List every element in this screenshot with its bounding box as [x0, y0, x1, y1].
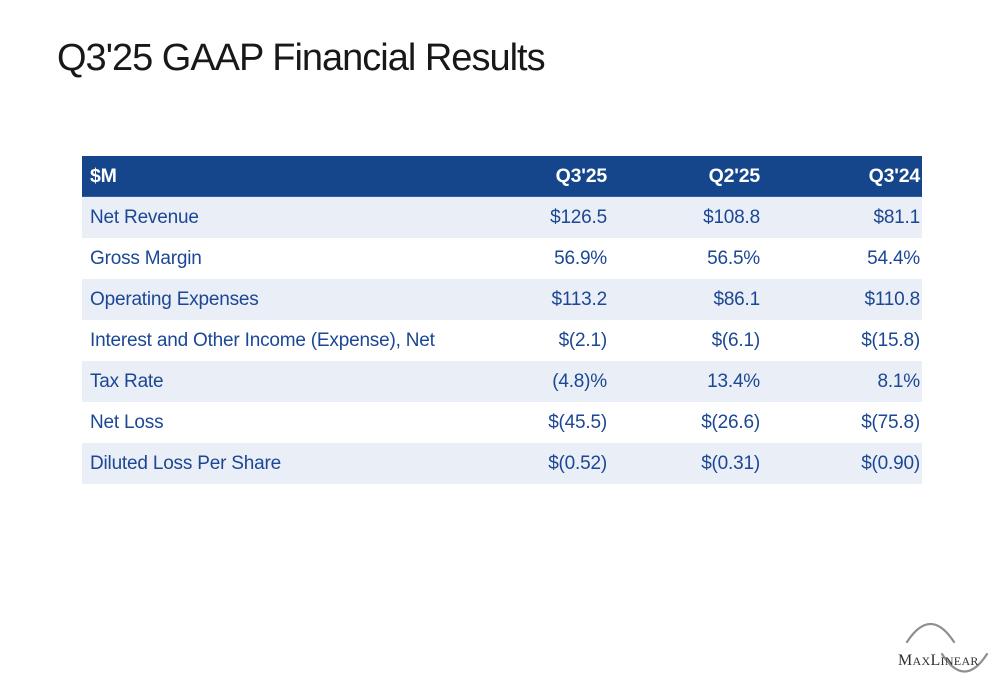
cell-value: $86.1 [713, 288, 760, 310]
table-row-tax-rate: Tax Rate (4.8)% 13.4% 8.1% [82, 361, 922, 402]
financial-results-table: $M Q3'25 Q2'25 Q3'24 Net Revenue $126.5 … [82, 156, 922, 484]
cell-value: 13.4% [707, 370, 760, 392]
table-header-row: $M Q3'25 Q2'25 Q3'24 [82, 156, 922, 197]
cell-value: 54.4% [867, 247, 920, 269]
cell-value: $113.2 [551, 288, 607, 310]
maxlinear-logo: MAXLINEAR [893, 612, 997, 682]
row-label: Diluted Loss Per Share [90, 452, 281, 474]
logo-wave-icon [905, 623, 989, 673]
table-row-net-loss: Net Loss $(45.5) $(26.6) $(75.8) [82, 402, 922, 443]
table-row-operating-expenses: Operating Expenses $113.2 $86.1 $110.8 [82, 279, 922, 320]
cell-value: $(0.31) [701, 452, 760, 474]
page-title: Q3'25 GAAP Financial Results [57, 37, 546, 79]
cell-value: 8.1% [877, 370, 920, 392]
cell-value: $126.5 [550, 206, 607, 228]
table-header-col-q3-25: Q3'25 [555, 164, 608, 187]
cell-value: $(0.52) [548, 452, 607, 474]
row-label: Gross Margin [90, 247, 202, 269]
table-row-interest-other-income: Interest and Other Income (Expense), Net… [82, 320, 922, 361]
row-label: Tax Rate [90, 370, 164, 392]
row-label: Interest and Other Income (Expense), Net [90, 329, 435, 351]
table-row-gross-margin: Gross Margin 56.9% 56.5% 54.4% [82, 238, 922, 279]
cell-value: $(2.1) [558, 329, 608, 351]
cell-value: $(15.8) [861, 329, 920, 351]
logo-letters: INEAR [940, 654, 979, 668]
cell-value: $81.1 [873, 206, 920, 228]
cell-value: $110.8 [864, 288, 920, 310]
cell-value: (4.8)% [552, 370, 607, 392]
table-header-units: $M [90, 164, 117, 187]
row-label: Net Loss [90, 411, 164, 433]
table-row-diluted-loss-per-share: Diluted Loss Per Share $(0.52) $(0.31) $… [82, 443, 922, 484]
logo-letter: L [930, 652, 941, 669]
cell-value: $(6.1) [711, 329, 761, 351]
cell-value: $(75.8) [861, 411, 920, 433]
cell-value: $(0.90) [861, 452, 920, 474]
cell-value: 56.5% [707, 247, 760, 269]
row-label: Net Revenue [90, 206, 199, 228]
cell-value: $108.8 [703, 206, 760, 228]
logo-letter: M [898, 652, 913, 669]
logo-letters: AX [912, 654, 931, 668]
cell-value: 56.9% [554, 247, 607, 269]
cell-value: $(45.5) [548, 411, 607, 433]
cell-value: $(26.6) [701, 411, 760, 433]
table-row-net-revenue: Net Revenue $126.5 $108.8 $81.1 [82, 197, 922, 238]
logo-wordmark: MAXLINEAR [898, 653, 994, 669]
table-header-col-q3-24: Q3'24 [868, 164, 921, 187]
row-label: Operating Expenses [90, 288, 259, 310]
table-header-col-q2-25: Q2'25 [708, 164, 761, 187]
